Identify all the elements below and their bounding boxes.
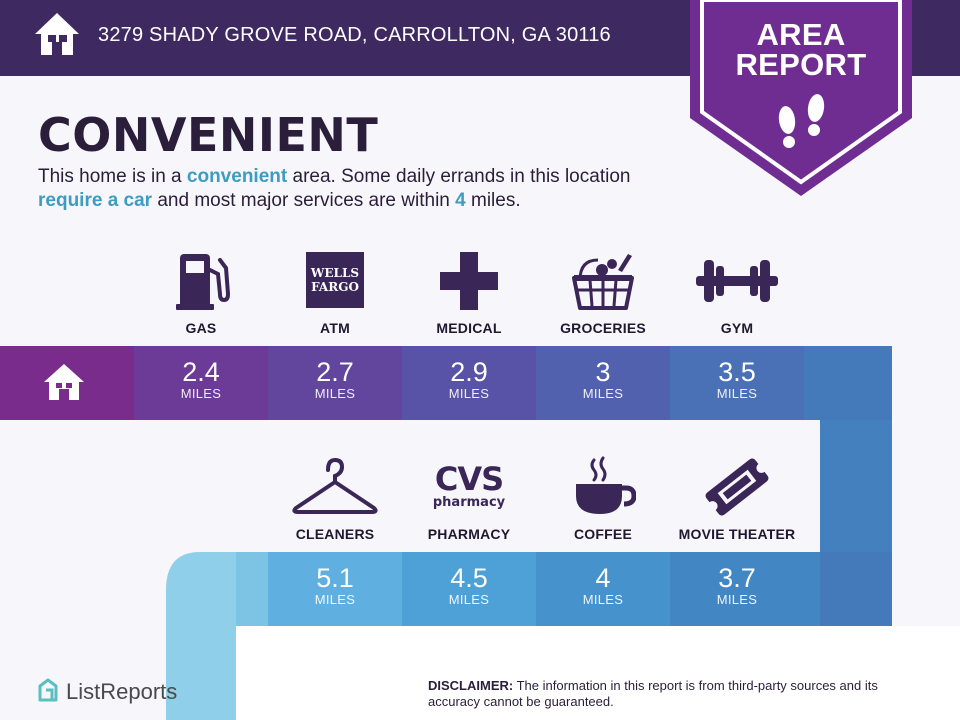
- movie-ticket-icon: [705, 458, 769, 516]
- badge-line-2: REPORT: [735, 47, 867, 82]
- amenity-medical: MEDICAL: [402, 250, 536, 340]
- distance-groceries: 3 MILES: [536, 346, 670, 420]
- amenity-groceries: GROCERIES: [536, 250, 670, 340]
- distance-unit: MILES: [716, 592, 758, 607]
- road-segment: [268, 346, 402, 420]
- road-segment: [402, 552, 536, 626]
- amenity-label: CLEANERS: [295, 526, 375, 542]
- distance-value: 4.5: [450, 563, 488, 593]
- page-title: CONVENIENT: [38, 108, 379, 162]
- subtitle-text: and most major services are within: [152, 190, 456, 211]
- road-segment: [236, 552, 270, 626]
- amenity-pharmacy: CVS pharmacy PHARMACY: [402, 456, 536, 546]
- subtitle-highlight: convenient: [186, 166, 288, 187]
- distance-value: 5.1: [316, 563, 354, 593]
- amenity-label: ATM: [320, 320, 350, 336]
- distance-unit: MILES: [314, 592, 356, 607]
- gas-pump-icon: [176, 254, 231, 310]
- distance-pharmacy: 4.5 MILES: [402, 552, 536, 626]
- subtitle-text: This home is in a: [38, 166, 187, 187]
- disclaimer: DISCLAIMER: The information in this repo…: [428, 678, 928, 710]
- distance-unit: MILES: [448, 592, 490, 607]
- listreports-logo-icon: [38, 678, 58, 702]
- road-segment: [134, 346, 268, 420]
- distance-gas: 2.4 MILES: [134, 346, 268, 420]
- grocery-basket-icon: [572, 254, 634, 310]
- amenity-label: GAS: [185, 320, 217, 336]
- distance-unit: MILES: [582, 592, 624, 607]
- subtitle-highlight: 4: [455, 190, 466, 211]
- disclaimer-label: DISCLAIMER:: [428, 678, 514, 693]
- amenity-label: MEDICAL: [436, 320, 502, 336]
- medical-cross-icon: [440, 252, 498, 310]
- subtitle-text: miles.: [465, 190, 521, 211]
- distance-value: 3.7: [718, 563, 756, 593]
- coffee-cup-icon: [576, 456, 636, 514]
- wells-fargo-logo: WELLS FARGO: [306, 252, 364, 308]
- amenity-cleaners: CLEANERS: [268, 456, 402, 546]
- road-segment: [268, 552, 402, 626]
- amenity-label: GYM: [720, 320, 754, 336]
- road-segment: [402, 346, 536, 420]
- distance-value: 4: [595, 563, 611, 593]
- amenity-atm: WELLS FARGO ATM: [268, 250, 402, 340]
- distance-unit: MILES: [314, 386, 356, 401]
- amenity-label: COFFEE: [574, 526, 632, 542]
- distance-unit: MILES: [180, 386, 222, 401]
- cvs-pharmacy-logo: CVS pharmacy: [433, 460, 506, 510]
- amenity-label: GROCERIES: [560, 320, 646, 336]
- amenity-movie-theater: MOVIE THEATER: [670, 456, 804, 546]
- hanger-icon: [292, 457, 378, 514]
- area-report-badge: [690, 0, 912, 196]
- amenity-label: PHARMACY: [427, 526, 511, 542]
- subtitle-text: area. Some daily errands in this locatio…: [287, 166, 631, 187]
- amenity-gas: GAS: [134, 250, 268, 340]
- distance-unit: MILES: [582, 386, 624, 401]
- distance-value: 2.7: [316, 357, 354, 387]
- footprints-icon: [778, 94, 825, 148]
- distance-atm: 2.7 MILES: [268, 346, 402, 420]
- distance-value: 3: [595, 357, 611, 387]
- brand-name: ListReports: [66, 679, 178, 704]
- distance-value: 2.9: [450, 357, 488, 387]
- dumbbell-icon: [696, 260, 778, 302]
- road-home-icon: [44, 364, 84, 400]
- logo-line-2: pharmacy: [433, 495, 506, 510]
- amenity-label: MOVIE THEATER: [678, 526, 796, 542]
- distance-movie-theater: 3.7 MILES: [670, 552, 804, 626]
- road-segment: [670, 346, 804, 420]
- distance-value: 3.5: [718, 357, 756, 387]
- road-segment: [536, 552, 670, 626]
- logo-line-1: CVS: [435, 460, 503, 498]
- home-icon: [35, 13, 79, 55]
- subtitle-highlight: require a car: [38, 190, 153, 211]
- distance-unit: MILES: [716, 386, 758, 401]
- disclaimer-text: The information in this report is from t…: [428, 678, 878, 709]
- amenity-coffee: COFFEE: [536, 456, 670, 546]
- road-segment: [536, 346, 670, 420]
- property-address: 3279 SHADY GROVE ROAD, CARROLLTON, GA 30…: [98, 24, 611, 46]
- distance-gym: 3.5 MILES: [670, 346, 804, 420]
- distance-medical: 2.9 MILES: [402, 346, 536, 420]
- page-subtitle: This home is in a convenient area. Some …: [38, 165, 678, 213]
- distance-coffee: 4 MILES: [536, 552, 670, 626]
- distance-unit: MILES: [448, 386, 490, 401]
- road-segment: [670, 552, 820, 626]
- distance-cleaners: 5.1 MILES: [268, 552, 402, 626]
- logo-line-1: WELLS: [310, 266, 359, 280]
- badge-line-1: AREA: [756, 17, 846, 52]
- distance-value: 2.4: [182, 357, 220, 387]
- logo-line-2: FARGO: [311, 280, 359, 294]
- amenity-gym: GYM: [670, 250, 804, 340]
- badge-title: AREA REPORT: [690, 17, 912, 82]
